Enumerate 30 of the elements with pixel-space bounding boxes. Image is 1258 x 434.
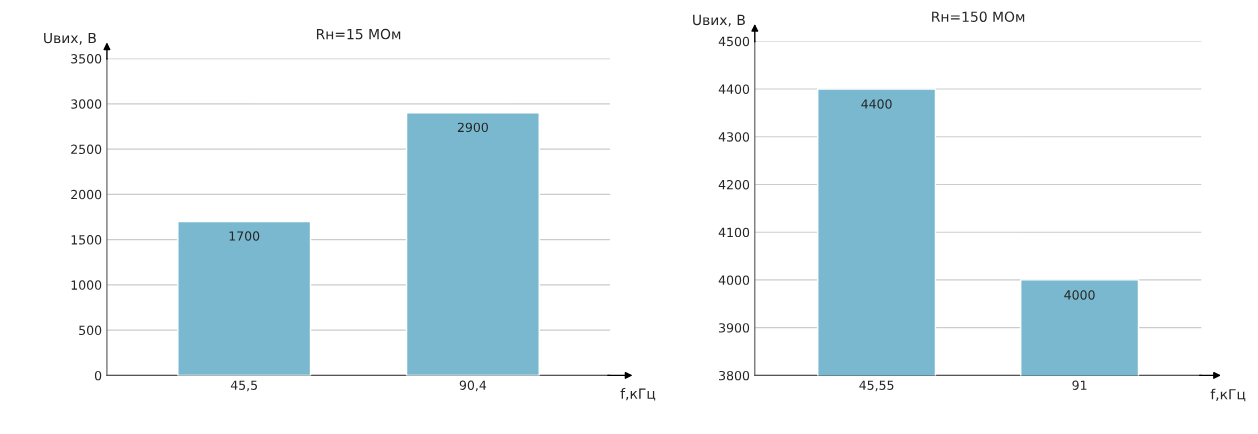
y-tick-label: 3500 xyxy=(71,54,102,64)
x-axis-title: f,кГц xyxy=(620,388,656,401)
data-label: 4400 xyxy=(861,99,892,109)
x-axis-title: f,кГц xyxy=(1210,388,1246,402)
y-tick-label: 3800 xyxy=(719,370,750,381)
x-tick-label: 45,5 xyxy=(230,380,257,392)
data-label: 4000 xyxy=(1064,290,1095,300)
y-tick-label: 3000 xyxy=(71,99,102,109)
y-axis-title: Uвих, В xyxy=(693,14,745,27)
chart-title: Rн=150 МОм xyxy=(932,11,1025,22)
y-tick-label: 500 xyxy=(79,325,102,336)
y-tick-label: 3900 xyxy=(719,323,750,333)
y-tick-label: 4100 xyxy=(718,227,750,238)
y-tick-label: 1000 xyxy=(71,280,102,290)
y-tick-label: 4300 xyxy=(718,132,750,142)
x-tick-label: 45,55 xyxy=(859,380,894,392)
y-tick-label: 2000 xyxy=(71,189,102,200)
y-tick-label: 4500 xyxy=(718,36,750,47)
y-tick-label: 4000 xyxy=(718,275,750,285)
x-tick-label: 90,4 xyxy=(459,380,487,392)
y-tick-label: 2500 xyxy=(71,144,102,155)
data-label: 1700 xyxy=(229,231,260,241)
chart-title: Rн=15 МОм xyxy=(316,28,401,40)
y-tick-label: 4400 xyxy=(718,84,750,94)
x-tick-label: 91 xyxy=(1072,380,1087,390)
data-label: 2900 xyxy=(457,122,488,133)
y-tick-label: 4200 xyxy=(718,179,750,190)
y-tick-label: 1500 xyxy=(71,235,102,245)
y-tick-label: 0 xyxy=(94,370,102,381)
y-axis-title: Uвих, В xyxy=(44,32,96,45)
